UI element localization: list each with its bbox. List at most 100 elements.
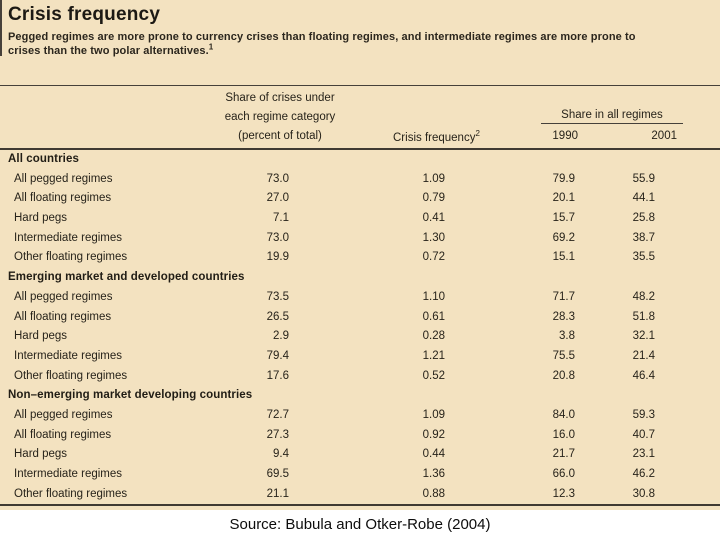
section-header-emerging-developed: Emerging market and developed countries xyxy=(8,271,245,284)
table-row: All floating regimes 27.0 0.79 20.1 44.1 xyxy=(0,189,690,209)
row-label: Hard pegs xyxy=(14,212,68,225)
share-2001-value: 48.2 xyxy=(632,290,655,303)
footnote-mark-2: 2 xyxy=(475,129,480,139)
share-2001-value: 35.5 xyxy=(632,251,655,264)
footnote-mark-1: 1 xyxy=(208,41,214,51)
figure-note-line1: Pegged regimes are more prone to currenc… xyxy=(8,31,636,43)
share-1990-value: 20.8 xyxy=(552,369,575,382)
share-2001-value: 46.2 xyxy=(632,468,655,480)
share-of-crises-value: 73.0 xyxy=(266,172,289,185)
crisis-frequency-label: Crisis frequency xyxy=(393,132,476,144)
share-2001-value: 46.4 xyxy=(632,369,655,382)
share-2001-value: 23.1 xyxy=(632,448,655,461)
share-of-crises-value: 26.5 xyxy=(266,310,289,323)
figure-note-line2: crises than the two polar alternatives. xyxy=(8,44,209,57)
crisis-frequency-value: 1.10 xyxy=(422,290,445,303)
share-2001-value: 38.7 xyxy=(632,231,655,244)
table-row: All floating regimes 27.3 0.92 16.0 40.7 xyxy=(0,426,690,446)
share-2001-value: 40.7 xyxy=(632,428,655,441)
crisis-frequency-value: 1.09 xyxy=(422,408,445,421)
share-1990-value: 21.7 xyxy=(552,448,575,461)
share-2001-value: 32.1 xyxy=(632,330,655,343)
row-label: Other floating regimes xyxy=(14,369,128,382)
header-spacer xyxy=(0,86,215,148)
figure-panel: Crisis frequency Pegged regimes are more… xyxy=(0,0,720,510)
crisis-frequency-value: 1.36 xyxy=(422,468,445,480)
share-of-crises-value: 17.6 xyxy=(266,369,289,382)
table-row: Hard pegs 7.1 0.41 15.7 25.8 xyxy=(0,209,690,229)
share-1990-value: 15.7 xyxy=(552,212,575,225)
row-label: Intermediate regimes xyxy=(14,468,123,480)
share-1990-value: 3.8 xyxy=(559,330,575,343)
source-caption: Source: Bubula and Otker-Robe (2004) xyxy=(229,516,491,533)
crisis-frequency-value: 0.72 xyxy=(422,251,445,264)
share-of-crises-value: 79.4 xyxy=(266,349,289,362)
crisis-frequency-value: 1.09 xyxy=(422,172,445,185)
row-label: Other floating regimes xyxy=(14,251,128,264)
col-header-2001: 2001 xyxy=(651,130,677,142)
share-of-crises-value: 27.3 xyxy=(266,428,289,441)
table-header: Share of crises under each regime catego… xyxy=(0,85,720,150)
share-2001-value: 55.9 xyxy=(632,172,655,185)
share-of-crises-value: 9.4 xyxy=(273,448,289,461)
share-in-all-regimes-label: Share in all regimes xyxy=(541,109,683,124)
table-row: Other floating regimes 19.9 0.72 15.1 35… xyxy=(0,248,690,268)
row-label: Intermediate regimes xyxy=(14,349,123,362)
row-label: Other floating regimes xyxy=(14,487,128,500)
share-of-crises-value: 7.1 xyxy=(273,212,289,225)
share-1990-value: 16.0 xyxy=(552,428,575,441)
row-label: All pegged regimes xyxy=(14,172,113,185)
figure-header: Crisis frequency Pegged regimes are more… xyxy=(0,0,720,85)
row-label: All floating regimes xyxy=(14,192,112,205)
crisis-frequency-value: 0.52 xyxy=(422,369,445,382)
share-2001-value: 59.3 xyxy=(632,408,655,421)
share-1990-value: 84.0 xyxy=(552,408,575,421)
crisis-frequency-value: 0.44 xyxy=(422,448,445,461)
share-of-crises-value: 21.1 xyxy=(266,487,289,500)
share-1990-value: 15.1 xyxy=(552,251,575,264)
crisis-frequency-value: 1.21 xyxy=(422,349,445,362)
share-of-crises-value: 19.9 xyxy=(266,251,289,264)
row-label: All floating regimes xyxy=(14,428,112,441)
share-of-crises-value: 69.5 xyxy=(266,468,289,480)
row-label: All pegged regimes xyxy=(14,290,113,303)
row-label: All floating regimes xyxy=(14,310,112,323)
table-row: Intermediate regimes 69.5 1.36 66.0 46.2 xyxy=(0,465,690,485)
table-row: All pegged regimes 73.0 1.09 79.9 55.9 xyxy=(0,170,690,190)
crisis-frequency-value: 1.30 xyxy=(422,231,445,244)
section-header-all-countries: All countries xyxy=(8,153,79,165)
share-1990-value: 12.3 xyxy=(552,487,575,500)
share-1990-value: 69.2 xyxy=(552,231,575,244)
crisis-frequency-value: 0.79 xyxy=(422,192,445,205)
figure-note: Pegged regimes are more prone to currenc… xyxy=(8,31,712,58)
share-1990-value: 28.3 xyxy=(552,310,575,323)
col-header-crisis-frequency: Crisis frequency2 xyxy=(345,86,505,148)
share-2001-value: 51.8 xyxy=(632,310,655,323)
table-row: All floating regimes 26.5 0.61 28.3 51.8 xyxy=(0,308,690,328)
share-1990-value: 66.0 xyxy=(552,468,575,480)
share-1990-value: 71.7 xyxy=(552,290,575,303)
share-of-crises-value: 72.7 xyxy=(266,408,289,421)
col-header-share-of-crises: Share of crises under each regime catego… xyxy=(215,86,345,148)
col-header-1990: 1990 xyxy=(552,130,578,142)
share-of-crises-value: 2.9 xyxy=(273,330,289,343)
table-row: Other floating regimes 21.1 0.88 12.3 30… xyxy=(0,485,690,505)
share-header-line2: each regime category xyxy=(224,111,336,123)
share-of-crises-value: 73.0 xyxy=(266,231,289,244)
share-header-line1: Share of crises under xyxy=(225,92,335,104)
share-1990-value: 79.9 xyxy=(552,172,575,185)
share-2001-value: 25.8 xyxy=(632,212,655,225)
crisis-frequency-value: 0.41 xyxy=(422,212,445,225)
table-row: Hard pegs 9.4 0.44 21.7 23.1 xyxy=(0,445,690,465)
row-label: Hard pegs xyxy=(14,330,68,343)
table-bottom-rule xyxy=(0,504,720,507)
row-label: All pegged regimes xyxy=(14,408,113,421)
share-of-crises-value: 27.0 xyxy=(266,192,289,205)
col-header-share-in-all-regimes-group: Share in all regimes 1990 2001 xyxy=(505,86,690,148)
table-row: Intermediate regimes 79.4 1.21 75.5 21.4 xyxy=(0,347,690,367)
table-row: Intermediate regimes 73.0 1.30 69.2 38.7 xyxy=(0,229,690,249)
share-1990-value: 20.1 xyxy=(552,192,575,205)
share-1990-value: 75.5 xyxy=(552,349,575,362)
share-2001-value: 21.4 xyxy=(632,349,655,362)
